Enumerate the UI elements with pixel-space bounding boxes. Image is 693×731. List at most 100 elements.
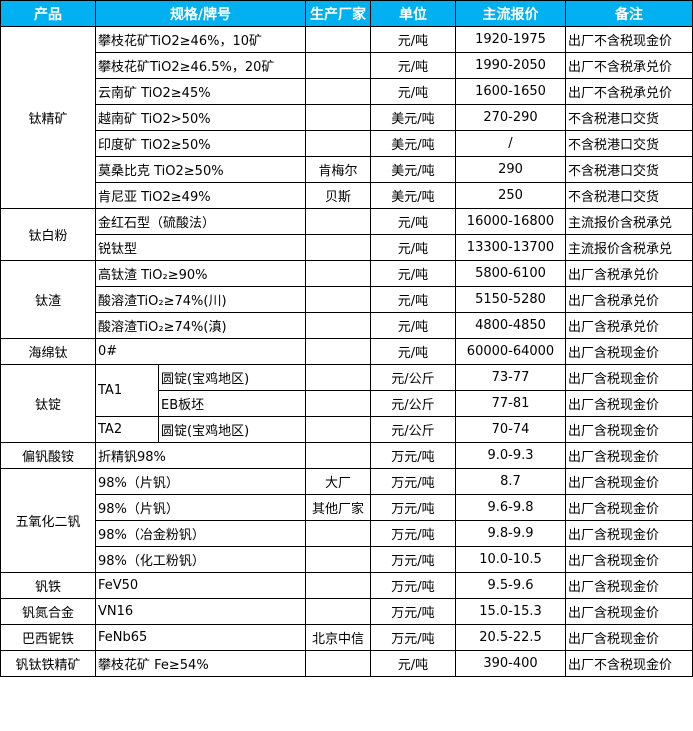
product-cell: 钒氮合金 — [0, 598, 96, 625]
unit-cell: 元/吨 — [370, 78, 456, 105]
price-table: 产品 规格/牌号 生产厂家 单位 主流报价 备注 钛精矿 攀枝花矿TiO2≥46%… — [0, 0, 693, 677]
maker-cell: 大厂 — [305, 468, 371, 495]
note-cell: 出厂不含税现金价 — [565, 26, 693, 53]
unit-cell: 元/吨 — [370, 52, 456, 79]
table-row: 巴西铌铁 FeNb65 北京中信 万元/吨 20.5-22.5 出厂含税现金价 — [0, 624, 693, 651]
spec-cell: 98%（冶金粉钒） — [95, 520, 306, 547]
note-cell: 出厂含税现金价 — [565, 494, 693, 521]
unit-cell: 万元/吨 — [370, 442, 456, 469]
maker-cell — [305, 650, 371, 677]
maker-cell: 贝斯 — [305, 182, 371, 209]
price-cell: 10.0-10.5 — [455, 546, 566, 573]
col-header-note: 备注 — [565, 0, 693, 27]
form-cell: 圆锭(宝鸡地区) — [158, 364, 306, 391]
spec-cell: 攀枝花矿TiO2≥46.5%，20矿 — [95, 52, 306, 79]
price-cell: 1920-1975 — [455, 26, 566, 53]
col-header-unit: 单位 — [370, 0, 456, 27]
table-row: 98%（片钒） 其他厂家 万元/吨 9.6-9.8 出厂含税现金价 — [1, 494, 693, 521]
unit-cell: 元/吨 — [370, 650, 456, 677]
spec-cell: 莫桑比克 TiO2≥50% — [95, 156, 306, 183]
table-row: 莫桑比克 TiO2≥50% 肯梅尔 美元/吨 290 不含税港口交货 — [1, 156, 693, 183]
grade-cell: TA1 — [95, 364, 159, 417]
unit-cell: 元/吨 — [370, 338, 456, 365]
col-header-product: 产品 — [0, 0, 96, 27]
table-row: 钒氮合金 VN16 万元/吨 15.0-15.3 出厂含税现金价 — [0, 598, 693, 625]
maker-cell — [305, 130, 371, 157]
product-cell: 钛白粉 — [0, 208, 96, 261]
maker-cell — [305, 286, 371, 313]
unit-cell: 元/吨 — [370, 208, 456, 235]
note-cell: 出厂含税现金价 — [565, 598, 693, 625]
spec-cell: FeV50 — [95, 572, 306, 599]
product-cell: 钛渣 — [0, 260, 96, 339]
note-cell: 不含税港口交货 — [565, 130, 693, 157]
spec-cell: 金红石型（硫酸法） — [95, 208, 306, 235]
price-cell: 4800-4850 — [455, 312, 566, 339]
note-cell: 出厂含税现金价 — [565, 468, 693, 495]
table-row: 钛渣 高钛渣 TiO₂≥90% 元/吨 5800-6100 出厂含税承兑价 — [0, 260, 693, 339]
maker-cell — [305, 390, 371, 417]
table-row: 五氧化二钒 98%（片钒） 大厂 万元/吨 8.7 出厂含税现金价 — [0, 468, 693, 573]
spec-cell: 攀枝花矿 Fe≥54% — [95, 650, 306, 677]
maker-cell — [305, 26, 371, 53]
spec-cell: 酸溶渣TiO₂≥74%(滇) — [95, 312, 306, 339]
product-cell: 偏钒酸铵 — [0, 442, 96, 469]
table-row: 海绵钛 0# 元/吨 60000-64000 出厂含税现金价 — [0, 338, 693, 365]
table-row: 锐钛型 元/吨 13300-13700 主流报价含税承兑 — [1, 234, 693, 261]
note-cell: 出厂含税现金价 — [565, 546, 693, 573]
table-row: 钒铁 FeV50 万元/吨 9.5-9.6 出厂含税现金价 — [0, 572, 693, 599]
spec-cell: 印度矿 TiO2≥50% — [95, 130, 306, 157]
price-cell: 5150-5280 — [455, 286, 566, 313]
spec-cell: 98%（片钒） — [95, 494, 306, 521]
maker-cell — [305, 520, 371, 547]
table-row: 98%（化工粉钒） 万元/吨 10.0-10.5 出厂含税现金价 — [1, 546, 693, 573]
spec-cell: 肯尼亚 TiO2≥49% — [95, 182, 306, 209]
price-cell: 77-81 — [455, 390, 566, 417]
unit-cell: 万元/吨 — [370, 520, 456, 547]
unit-cell: 元/吨 — [370, 312, 456, 339]
maker-cell — [305, 208, 371, 235]
price-cell: 9.6-9.8 — [455, 494, 566, 521]
maker-cell — [305, 104, 371, 131]
product-cell: 钛锭 — [0, 364, 96, 443]
price-cell: 390-400 — [455, 650, 566, 677]
unit-cell: 万元/吨 — [370, 494, 456, 521]
product-cell: 海绵钛 — [0, 338, 96, 365]
note-cell: 出厂含税现金价 — [565, 624, 693, 651]
unit-cell: 美元/吨 — [370, 182, 456, 209]
price-cell: 9.8-9.9 — [455, 520, 566, 547]
price-cell: / — [455, 130, 566, 157]
col-header-spec: 规格/牌号 — [95, 0, 306, 27]
unit-cell: 美元/吨 — [370, 104, 456, 131]
table-row: 肯尼亚 TiO2≥49% 贝斯 美元/吨 250 不含税港口交货 — [1, 182, 693, 209]
price-cell: 1990-2050 — [455, 52, 566, 79]
table-row: 钒钛铁精矿 攀枝花矿 Fe≥54% 元/吨 390-400 出厂不含税现金价 — [0, 650, 693, 677]
unit-cell: 元/公斤 — [370, 390, 456, 417]
table-body: 钛精矿 攀枝花矿TiO2≥46%，10矿 元/吨 1920-1975 出厂不含税现金价攀… — [0, 26, 693, 677]
note-cell: 不含税港口交货 — [565, 182, 693, 209]
maker-cell — [305, 572, 371, 599]
table-row: 印度矿 TiO2≥50% 美元/吨 / 不含税港口交货 — [1, 130, 693, 157]
spec-cell: 越南矿 TiO2>50% — [95, 104, 306, 131]
spec-cell: 折精钒98% — [95, 442, 306, 469]
note-cell: 出厂含税承兑价 — [565, 312, 693, 339]
table-row: 攀枝花矿TiO2≥46.5%，20矿 元/吨 1990-2050 出厂不含税承兑价 — [1, 52, 693, 79]
form-cell: EB板坯 — [158, 390, 306, 417]
price-cell: 16000-16800 — [455, 208, 566, 235]
maker-cell — [305, 78, 371, 105]
product-cell: 钒铁 — [0, 572, 96, 599]
note-cell: 出厂含税现金价 — [565, 338, 693, 365]
unit-cell: 美元/吨 — [370, 156, 456, 183]
price-cell: 9.0-9.3 — [455, 442, 566, 469]
price-cell: 8.7 — [455, 468, 566, 495]
product-cell: 五氧化二钒 — [0, 468, 96, 573]
grade-cell: TA2 — [95, 416, 159, 443]
maker-cell — [305, 338, 371, 365]
unit-cell: 万元/吨 — [370, 572, 456, 599]
maker-cell — [305, 598, 371, 625]
price-cell: 70-74 — [455, 416, 566, 443]
maker-cell — [305, 416, 371, 443]
unit-cell: 万元/吨 — [370, 598, 456, 625]
note-cell: 出厂不含税承兑价 — [565, 78, 693, 105]
table-row: 钛白粉 金红石型（硫酸法） 元/吨 16000-16800 主流报价含税承兑 — [0, 208, 693, 261]
